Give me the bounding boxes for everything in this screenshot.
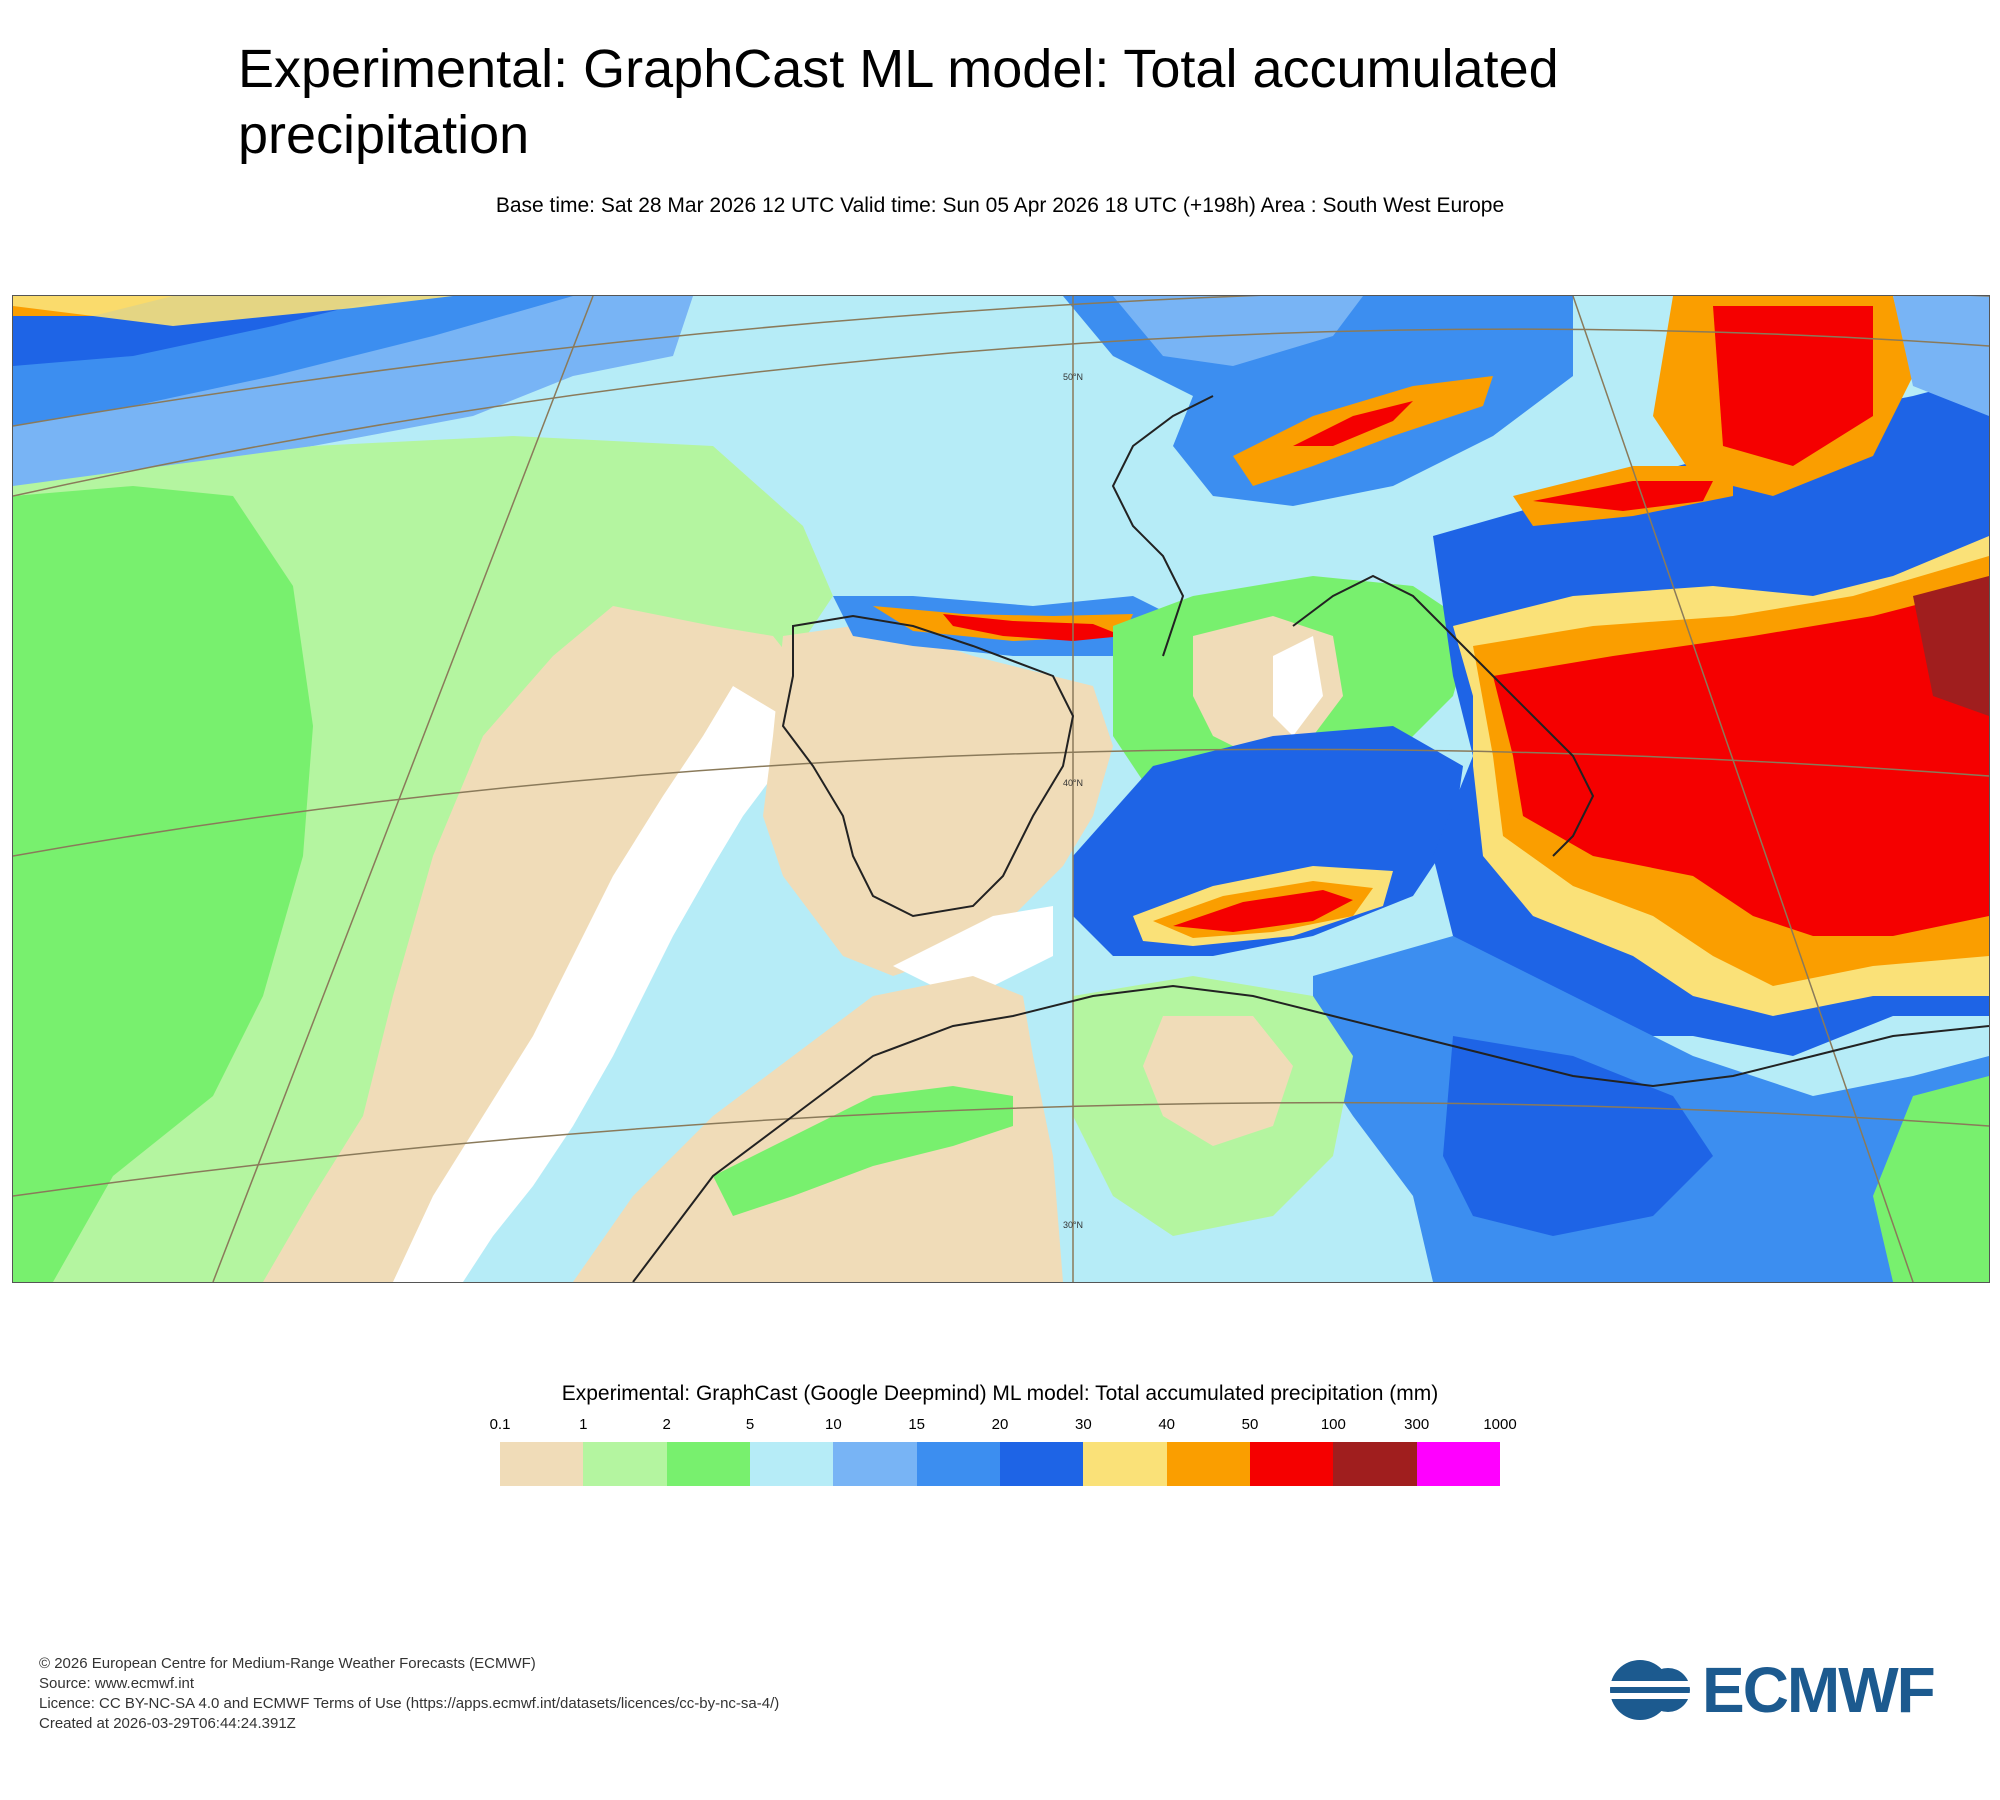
legend-tick-label: 300 [1404, 1416, 1430, 1433]
legend-tick-label: 30 [1074, 1416, 1092, 1433]
ecmwf-logo: ECMWF [1606, 1654, 1962, 1726]
field-2-5-atlantic [13, 486, 313, 1282]
legend-title: Experimental: GraphCast (Google Deepmind… [561, 1382, 1439, 1405]
field-2-5-se [1873, 1076, 1989, 1282]
precipitation-map: 50°N 40°N 30°N [12, 295, 1990, 1283]
licence-text: Licence: CC BY-NC-SA 4.0 and ECMWF Terms… [39, 1695, 780, 1712]
legend-swatch [1333, 1442, 1417, 1486]
legend-tick-label: 1000 [1483, 1416, 1517, 1433]
legend-swatch [916, 1442, 1000, 1486]
legend-tick-label: 10 [824, 1416, 842, 1433]
field-100-300-algeria [1173, 890, 1353, 932]
france-coast [1111, 395, 1214, 657]
field-40-50-nw [13, 296, 453, 326]
legend-swatch [833, 1442, 917, 1486]
ecmwf-logo-icon [1606, 1660, 1696, 1720]
field-0-1-iberia [763, 626, 1113, 976]
legend-ticks: 0.1 1 2 5 10 15 20 30 40 50 100 300 1000 [460, 1416, 1550, 1436]
legend-tick-label: 40 [1158, 1416, 1175, 1433]
legend-swatch [583, 1442, 667, 1486]
field-2-5-atlas [713, 1086, 1013, 1216]
legend-swatch [999, 1442, 1084, 1486]
field-100-300-biscay [943, 614, 1123, 641]
field-300-1000-east [1913, 576, 1989, 716]
legend-swatch [1416, 1442, 1500, 1486]
italy-coast [1292, 574, 1595, 857]
chart-subtitle: Base time: Sat 28 Mar 2026 12 UTC Valid … [495, 194, 1505, 217]
legend-swatch [1249, 1442, 1334, 1486]
graticule-line-40n [13, 748, 1989, 857]
ecmwf-logo-text: ECMWF [1702, 1654, 1936, 1726]
coastlines [632, 395, 1989, 1282]
source-text: Source: www.ecmwf.int [39, 1675, 195, 1692]
field-15-20-ne [1893, 296, 1989, 416]
field-0-1-tunisia [1143, 1016, 1293, 1146]
legend-tick-label: 50 [1241, 1416, 1259, 1433]
footer: © 2026 European Centre for Medium-Range … [39, 1654, 779, 1734]
lat-label-50n: 50°N [1063, 372, 1083, 382]
legend-swatch [749, 1442, 834, 1486]
field-100-300-alps [1293, 401, 1413, 446]
chart-title: Experimental: GraphCast ML model: Total … [238, 39, 1559, 165]
legend-swatch [666, 1442, 750, 1486]
legend-tick-label: 20 [991, 1416, 1009, 1433]
graticule [13, 296, 1989, 1282]
field-100-300-ne [1713, 306, 1873, 466]
north-africa-coast [632, 984, 1989, 1282]
legend-swatch [1166, 1442, 1250, 1486]
map-canvas: 50°N 40°N 30°N [13, 296, 1989, 1282]
lat-label-30n: 30°N [1063, 1220, 1083, 1230]
graticule-line-50n [13, 328, 1989, 497]
legend-tick-label: 2 [662, 1416, 671, 1433]
legend-tick-label: 100 [1320, 1416, 1346, 1433]
legend-tick-label: 15 [908, 1416, 925, 1433]
legend-tick-label: 5 [745, 1416, 755, 1433]
legend-tick-label: 1 [579, 1416, 588, 1433]
field-0-1-dry-atlantic [263, 606, 813, 1282]
field-none-corsica [1273, 636, 1323, 736]
lat-label-40n: 40°N [1063, 778, 1083, 788]
field-15-20-north [1113, 296, 1363, 366]
iberia-coast [781, 614, 1075, 918]
legend-colorbar [500, 1442, 1500, 1486]
field-100-300-adriatic [1533, 481, 1713, 511]
created-text: Created at 2026-03-29T06:44:24.391Z [39, 1715, 296, 1732]
copyright-text: © 2026 European Centre for Medium-Range … [39, 1655, 536, 1672]
field-none-offshore [393, 686, 783, 1282]
legend-tick-label: 0.1 [489, 1416, 511, 1433]
field-none-alboran [893, 906, 1053, 986]
graticule-line-30n [13, 1101, 1989, 1197]
legend-swatch [500, 1442, 584, 1486]
legend-swatch [1083, 1442, 1167, 1486]
